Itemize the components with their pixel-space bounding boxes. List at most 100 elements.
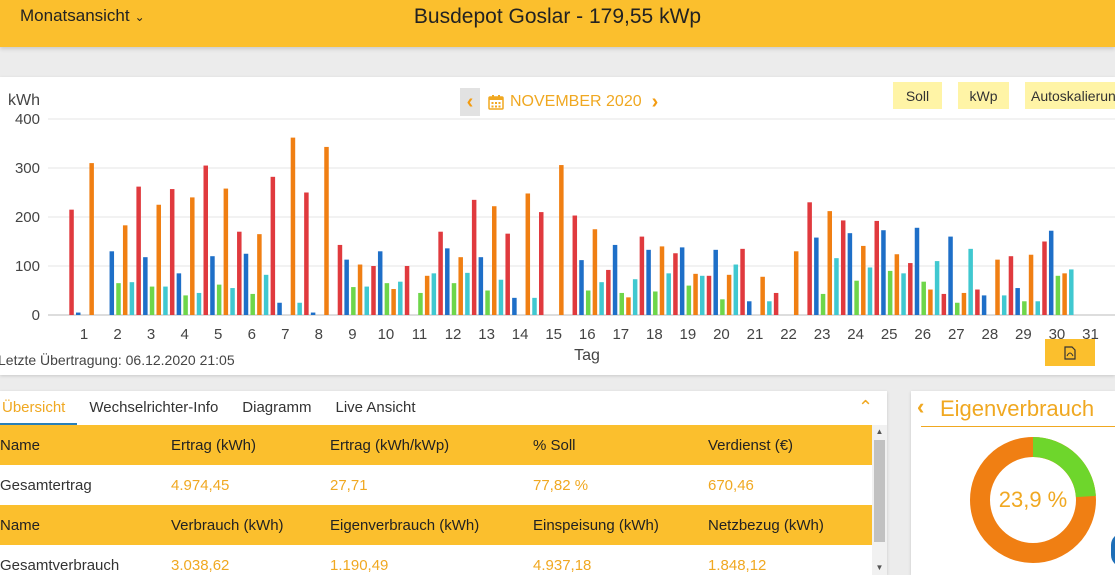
bar[interactable] bbox=[364, 286, 370, 315]
bar[interactable] bbox=[1048, 230, 1054, 315]
bar[interactable] bbox=[237, 231, 242, 315]
bar[interactable] bbox=[760, 276, 765, 315]
bar[interactable] bbox=[814, 237, 819, 315]
bar[interactable] bbox=[129, 282, 135, 315]
bar[interactable] bbox=[961, 292, 967, 315]
bar[interactable] bbox=[183, 295, 188, 315]
bar[interactable] bbox=[733, 264, 739, 315]
bar[interactable] bbox=[149, 286, 155, 315]
bar[interactable] bbox=[908, 263, 913, 315]
bar[interactable] bbox=[834, 258, 839, 315]
scroll-up-icon[interactable]: ▲ bbox=[875, 427, 884, 436]
bar[interactable] bbox=[706, 275, 712, 315]
bar[interactable] bbox=[666, 273, 671, 315]
bar[interactable] bbox=[599, 282, 604, 315]
scroll-down-icon[interactable]: ▼ bbox=[875, 563, 884, 572]
bar[interactable] bbox=[1008, 256, 1014, 315]
bar[interactable] bbox=[861, 245, 866, 315]
bar[interactable] bbox=[424, 275, 430, 315]
bar[interactable] bbox=[1069, 269, 1074, 315]
bar[interactable] bbox=[230, 288, 235, 315]
bar[interactable] bbox=[89, 163, 94, 315]
bar[interactable] bbox=[76, 312, 81, 315]
bar[interactable] bbox=[639, 236, 645, 315]
bar[interactable] bbox=[203, 165, 209, 315]
bar[interactable] bbox=[190, 197, 195, 315]
bar[interactable] bbox=[1022, 301, 1027, 315]
bar[interactable] bbox=[747, 301, 752, 315]
bar[interactable] bbox=[955, 302, 960, 315]
bar[interactable] bbox=[1062, 273, 1067, 315]
bar[interactable] bbox=[559, 165, 564, 315]
bar[interactable] bbox=[216, 284, 222, 315]
bar[interactable] bbox=[1042, 241, 1047, 316]
bar[interactable] bbox=[169, 189, 175, 315]
bar[interactable] bbox=[793, 251, 799, 315]
bar[interactable] bbox=[465, 272, 470, 315]
bar[interactable] bbox=[471, 199, 477, 315]
bar[interactable] bbox=[109, 251, 115, 315]
bar[interactable] bbox=[210, 256, 215, 315]
bar[interactable] bbox=[445, 248, 450, 315]
bar[interactable] bbox=[243, 253, 249, 315]
bar[interactable] bbox=[384, 283, 390, 315]
table-scrollbar[interactable]: ▲ ▼ bbox=[872, 425, 887, 575]
autoscale-toggle[interactable]: Autoskalierung bbox=[1025, 82, 1115, 109]
bar[interactable] bbox=[700, 275, 705, 315]
chevron-left-icon[interactable]: ‹ bbox=[917, 394, 925, 419]
bar[interactable] bbox=[854, 280, 859, 315]
bar[interactable] bbox=[478, 257, 484, 315]
bar[interactable] bbox=[270, 176, 276, 315]
bar[interactable] bbox=[498, 279, 504, 315]
bar[interactable] bbox=[250, 293, 255, 315]
scrollbar-thumb[interactable] bbox=[874, 440, 885, 542]
tab-diagram[interactable]: Diagramm bbox=[242, 399, 312, 416]
bar[interactable] bbox=[136, 186, 141, 315]
bar[interactable] bbox=[122, 225, 128, 315]
bar[interactable] bbox=[632, 279, 638, 315]
bar[interactable] bbox=[827, 211, 833, 315]
bar[interactable] bbox=[659, 246, 665, 315]
bar[interactable] bbox=[69, 209, 74, 315]
bar[interactable] bbox=[143, 257, 148, 315]
bar[interactable] bbox=[310, 312, 316, 315]
bar[interactable] bbox=[713, 249, 718, 315]
bar[interactable] bbox=[626, 297, 631, 315]
bar[interactable] bbox=[968, 248, 973, 315]
bar[interactable] bbox=[981, 295, 987, 315]
bar[interactable] bbox=[579, 260, 584, 315]
pdf-export-button[interactable] bbox=[1045, 339, 1095, 366]
bar[interactable] bbox=[156, 204, 162, 315]
previous-month-button[interactable]: ‹ bbox=[460, 88, 480, 116]
bar[interactable] bbox=[673, 253, 678, 315]
bar[interactable] bbox=[914, 227, 920, 315]
bar[interactable] bbox=[941, 293, 947, 315]
bar[interactable] bbox=[1001, 295, 1007, 315]
bar[interactable] bbox=[351, 287, 356, 315]
bar[interactable] bbox=[304, 192, 309, 316]
bar[interactable] bbox=[881, 230, 886, 315]
bar[interactable] bbox=[512, 297, 517, 315]
bar[interactable] bbox=[840, 220, 846, 315]
bar[interactable] bbox=[505, 233, 510, 315]
bar[interactable] bbox=[196, 292, 202, 315]
help-bubble-button[interactable] bbox=[1111, 533, 1115, 567]
bar[interactable] bbox=[767, 301, 772, 315]
bar[interactable] bbox=[592, 229, 598, 315]
bar[interactable] bbox=[921, 281, 926, 315]
bar[interactable] bbox=[257, 234, 262, 315]
bar[interactable] bbox=[263, 274, 269, 315]
view-mode-select[interactable]: Monatsansicht ⌄ bbox=[20, 6, 145, 26]
next-month-button[interactable]: › bbox=[651, 90, 659, 113]
bar[interactable] bbox=[391, 289, 396, 315]
bar[interactable] bbox=[619, 292, 625, 315]
bar[interactable] bbox=[1035, 301, 1041, 315]
bar[interactable] bbox=[492, 206, 497, 315]
bar[interactable] bbox=[539, 212, 544, 315]
bar[interactable] bbox=[1055, 275, 1061, 315]
bar[interactable] bbox=[277, 302, 282, 315]
bar[interactable] bbox=[404, 266, 410, 315]
bar[interactable] bbox=[418, 292, 423, 315]
bar[interactable] bbox=[337, 244, 343, 315]
tab-inverter-info[interactable]: Wechselrichter-Info bbox=[89, 399, 219, 416]
